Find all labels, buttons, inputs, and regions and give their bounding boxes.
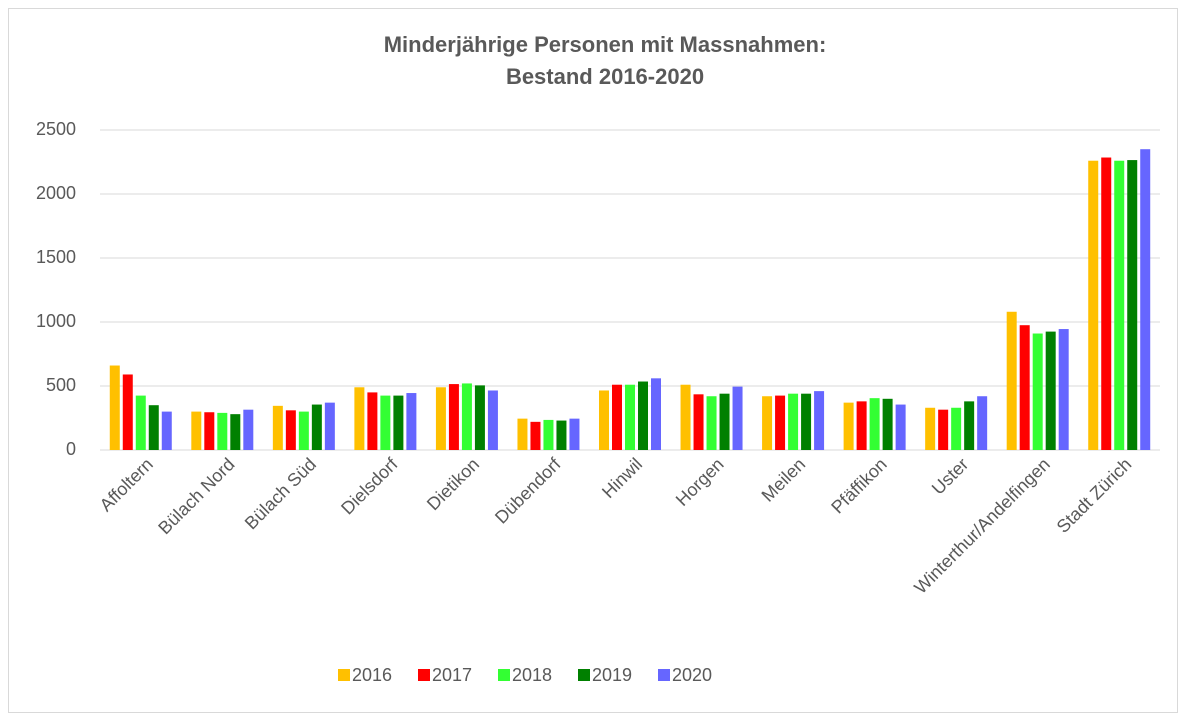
legend-swatch xyxy=(338,669,350,681)
bar xyxy=(925,407,936,450)
bar xyxy=(1101,157,1112,450)
bar xyxy=(788,393,799,450)
bar xyxy=(435,387,446,450)
bar xyxy=(775,395,786,450)
bar xyxy=(951,407,962,450)
bar xyxy=(461,383,472,450)
bar xyxy=(732,386,743,450)
bar xyxy=(380,395,391,450)
bar xyxy=(272,405,283,450)
bar xyxy=(230,414,241,450)
bar xyxy=(406,393,417,450)
y-tick-label: 2000 xyxy=(36,183,76,203)
bar xyxy=(204,412,215,450)
bar xyxy=(243,409,254,450)
bar xyxy=(135,395,146,450)
y-tick-label: 0 xyxy=(66,439,76,459)
bar xyxy=(109,365,120,450)
legend-swatch xyxy=(498,669,510,681)
y-tick-label: 500 xyxy=(46,375,76,395)
bar xyxy=(895,404,906,450)
bar xyxy=(1114,160,1125,450)
bar xyxy=(217,412,228,450)
legend-label: 2020 xyxy=(672,665,712,685)
bar xyxy=(367,392,378,450)
bar xyxy=(1058,329,1069,450)
bar xyxy=(285,410,296,450)
bar xyxy=(612,384,622,450)
bar xyxy=(1127,160,1138,450)
bar xyxy=(801,393,812,450)
bar xyxy=(474,385,485,450)
legend-swatch xyxy=(418,669,430,681)
bar xyxy=(487,390,498,450)
bar xyxy=(599,390,609,450)
bar xyxy=(651,378,661,450)
bar xyxy=(191,411,202,450)
bar xyxy=(311,404,322,450)
bar xyxy=(148,405,159,450)
legend-label: 2019 xyxy=(592,665,632,685)
bar xyxy=(843,402,854,450)
bar xyxy=(556,420,567,450)
bar xyxy=(964,401,975,450)
bar xyxy=(869,398,880,450)
bar xyxy=(938,409,949,450)
y-tick-label: 1500 xyxy=(36,247,76,267)
legend-label: 2017 xyxy=(432,665,472,685)
bar xyxy=(298,411,309,450)
chart-title: Bestand 2016-2020 xyxy=(506,64,704,89)
bar xyxy=(1088,160,1099,450)
bar xyxy=(324,402,335,450)
bar xyxy=(814,391,825,450)
chart-title: Minderjährige Personen mit Massnahmen: xyxy=(384,32,827,57)
bar xyxy=(1006,311,1017,450)
bar xyxy=(856,401,867,450)
bar xyxy=(122,374,133,450)
y-tick-label: 1000 xyxy=(36,311,76,331)
bar xyxy=(1140,149,1151,450)
bar xyxy=(882,398,893,450)
bar xyxy=(706,396,717,450)
bar xyxy=(693,394,704,450)
bar xyxy=(977,396,988,450)
bar xyxy=(1032,333,1043,450)
bar xyxy=(719,393,730,450)
bar xyxy=(530,421,541,450)
bar xyxy=(393,395,404,450)
legend-swatch xyxy=(578,669,590,681)
bar xyxy=(448,384,459,450)
bar xyxy=(354,387,365,450)
bar xyxy=(161,411,172,450)
chart-frame xyxy=(8,8,1178,713)
legend-swatch xyxy=(658,669,670,681)
bar xyxy=(517,418,528,450)
y-tick-label: 2500 xyxy=(36,119,76,139)
legend-label: 2016 xyxy=(352,665,392,685)
bar xyxy=(1019,325,1030,450)
bar xyxy=(638,381,648,450)
bar xyxy=(543,419,554,450)
bar xyxy=(762,396,773,450)
bar xyxy=(625,384,635,450)
legend-label: 2018 xyxy=(512,665,552,685)
bar xyxy=(569,418,580,450)
bar xyxy=(1045,331,1056,450)
bar xyxy=(680,384,691,450)
